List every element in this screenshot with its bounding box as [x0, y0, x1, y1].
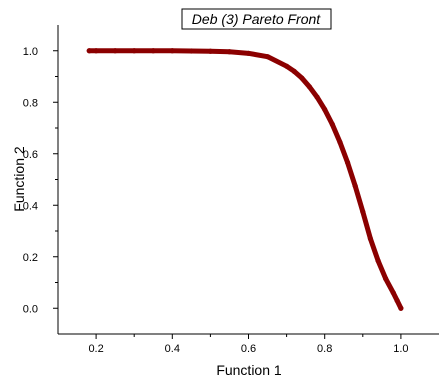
- data-point: [131, 48, 137, 54]
- x-axis-title: Function 1: [216, 362, 282, 378]
- x-tick-label: 0.2: [88, 343, 103, 355]
- data-point: [264, 54, 271, 60]
- data-point: [375, 258, 381, 264]
- data-point: [284, 63, 290, 69]
- data-point: [367, 236, 374, 242]
- y-tick-label: 0.4: [23, 200, 38, 212]
- data-point: [398, 305, 404, 311]
- data-point: [390, 290, 396, 296]
- y-tick-label: 1.0: [23, 46, 38, 58]
- data-point: [226, 49, 233, 55]
- data-point: [322, 106, 328, 113]
- y-tick-label: 0.8: [23, 97, 38, 109]
- chart-title-box: [181, 8, 332, 30]
- y-tick-label: 0.6: [23, 149, 38, 161]
- x-tick-label: 0.6: [241, 343, 256, 355]
- data-point: [207, 48, 213, 54]
- y-tick-label: 0.0: [23, 303, 38, 315]
- data-point: [360, 209, 366, 215]
- chart-title: Deb (3) Pareto Front: [192, 11, 321, 27]
- data-point: [306, 84, 313, 90]
- data-point: [383, 276, 389, 282]
- data-point: [150, 48, 156, 54]
- data-point: [169, 48, 175, 54]
- x-tick-label: 0.8: [317, 343, 332, 355]
- data-point: [352, 183, 358, 189]
- data-point: [314, 94, 320, 100]
- data-point: [112, 48, 118, 54]
- x-axis-ticks: 0.2 0.4 0.6 0.8 1.0: [88, 334, 409, 355]
- data-markers: [86, 48, 404, 311]
- data-point: [337, 139, 343, 145]
- data-point: [394, 297, 400, 304]
- data-point: [245, 50, 252, 56]
- x-tick-label: 1.0: [393, 343, 408, 355]
- y-tick-label: 0.2: [23, 252, 38, 264]
- y-axis-ticks: 0.0 0.2 0.4 0.6 0.8 1.0: [23, 46, 58, 315]
- data-point: [86, 48, 92, 54]
- data-point: [329, 121, 335, 127]
- x-tick-label: 0.4: [165, 343, 180, 355]
- data-point: [188, 48, 194, 54]
- data-point: [93, 48, 99, 54]
- data-point: [344, 159, 351, 166]
- data-point: [291, 68, 297, 74]
- data-point: [299, 75, 305, 81]
- pareto-front-series: [86, 48, 404, 311]
- y-axis-title: Function 2: [11, 146, 27, 212]
